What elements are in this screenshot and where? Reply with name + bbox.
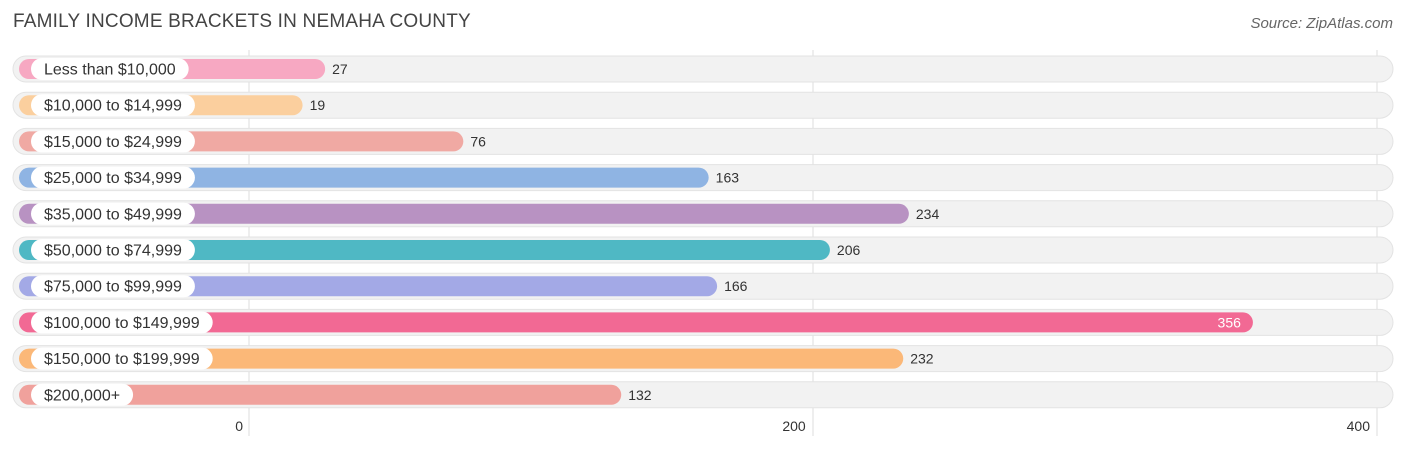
bar	[19, 348, 904, 369]
x-tick-label: 400	[1347, 418, 1371, 434]
rows-layer: Less than $10,000 27 $10,000 to $14,999 19 $…	[12, 55, 1394, 409]
category-label: $75,000 to $99,999	[44, 279, 182, 296]
value-label: 234	[916, 206, 940, 222]
value-label: 166	[724, 278, 748, 294]
category-label: $25,000 to $34,999	[44, 170, 182, 187]
value-label: 163	[716, 170, 740, 186]
category-label-pill	[31, 347, 213, 370]
bar-track	[12, 91, 1394, 119]
value-label: 132	[628, 387, 652, 403]
bar	[19, 312, 1253, 333]
category-label: $200,000+	[44, 387, 120, 404]
x-tick-label: 200	[782, 418, 806, 434]
bar	[19, 203, 909, 224]
category-label-pill	[31, 94, 195, 117]
category-label: Less than $10,000	[44, 62, 176, 79]
category-label: $100,000 to $149,999	[44, 315, 200, 332]
category-label-pill	[31, 275, 195, 298]
category-label: $15,000 to $24,999	[44, 134, 182, 151]
x-tick-label: 0	[235, 418, 243, 434]
category-label-pill	[31, 311, 213, 334]
bar	[19, 240, 830, 260]
category-label: $35,000 to $49,999	[44, 206, 182, 223]
category-label: $150,000 to $199,999	[44, 351, 200, 368]
bar-track	[12, 55, 1394, 83]
value-label: 19	[310, 97, 326, 113]
value-label: 27	[332, 61, 348, 77]
category-label-pill	[31, 239, 195, 261]
category-label-pill	[31, 58, 189, 80]
value-label: 206	[837, 242, 861, 258]
value-label: 356	[1218, 314, 1242, 330]
category-label: $10,000 to $14,999	[44, 98, 182, 115]
ticks-layer: 0 200 400	[235, 418, 1370, 434]
value-label: 232	[910, 351, 934, 367]
bar	[19, 384, 622, 405]
category-label: $50,000 to $74,999	[44, 243, 182, 260]
value-label: 76	[470, 133, 486, 149]
chart-title: FAMILY INCOME BRACKETS IN NEMAHA COUNTY	[13, 11, 471, 32]
category-label-pill	[31, 130, 195, 153]
category-label-pill	[31, 202, 195, 225]
category-label-pill	[31, 166, 195, 189]
source-note: Source: ZipAtlas.com	[1250, 15, 1393, 32]
category-label-pill	[31, 383, 134, 406]
